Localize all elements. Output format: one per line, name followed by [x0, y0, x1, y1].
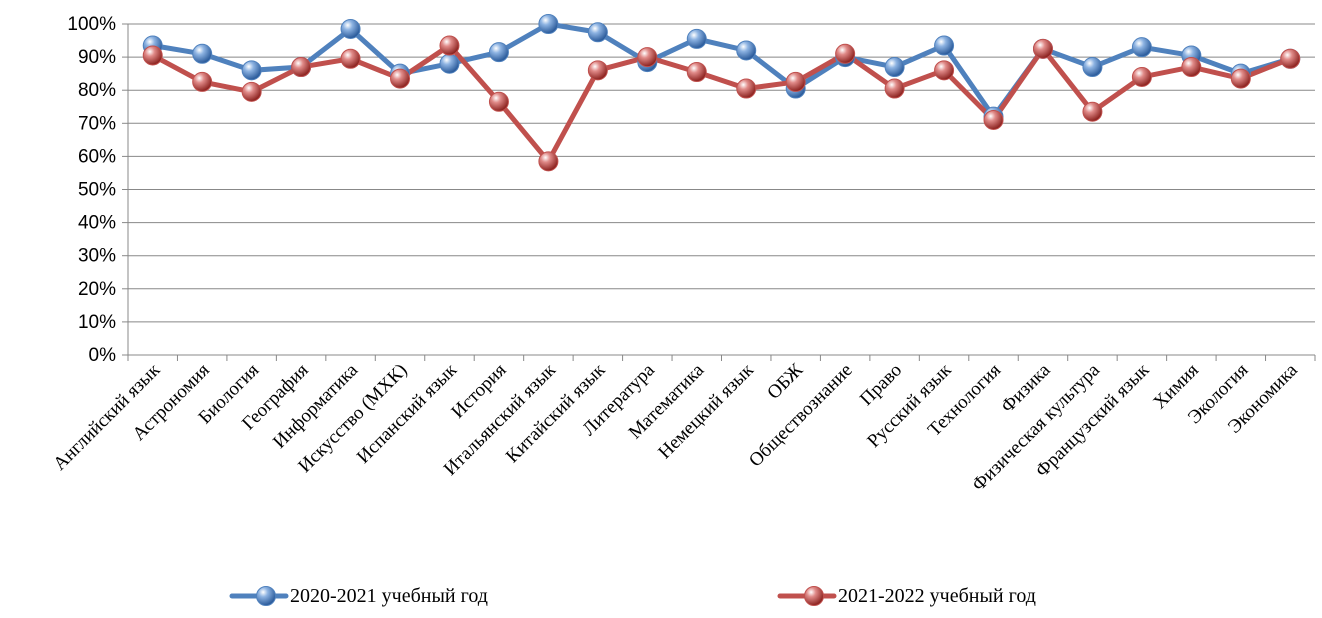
- series-line: [150, 21, 1293, 120]
- y-axis-tick-label: 50%: [78, 180, 116, 201]
- data-point-marker: [587, 60, 608, 81]
- data-point-marker: [884, 78, 905, 99]
- axes: [122, 23, 1316, 361]
- data-point-marker: [835, 43, 856, 64]
- legend-label: 2021-2022 учебный год: [838, 585, 1036, 607]
- x-axis-tick-label: ОБЖ: [763, 359, 808, 404]
- y-axis-tick-label: 60%: [78, 146, 116, 167]
- y-axis-tick-label: 20%: [78, 279, 116, 300]
- data-point-marker: [686, 28, 707, 49]
- legend-marker-swatch: [256, 586, 276, 606]
- data-point-marker: [637, 47, 658, 68]
- y-axis-tick-label: 10%: [78, 312, 116, 333]
- data-point-marker: [439, 35, 460, 56]
- legend-marker-swatch: [804, 586, 824, 606]
- data-point-marker: [241, 60, 262, 81]
- y-axis-tick-label: 30%: [78, 246, 116, 267]
- y-axis-tick-label: 90%: [78, 47, 116, 68]
- legend-label: 2020-2021 учебный год: [290, 585, 488, 607]
- data-point-marker: [736, 40, 757, 61]
- data-point-marker: [1082, 101, 1103, 122]
- data-point-marker: [192, 71, 213, 92]
- data-point-marker: [142, 45, 163, 66]
- data-point-marker: [587, 22, 608, 43]
- data-point-marker: [538, 14, 559, 34]
- data-point-marker: [983, 109, 1004, 130]
- data-point-marker: [241, 81, 262, 102]
- gridlines: [128, 23, 1315, 323]
- y-axis-tick-label: 80%: [78, 80, 116, 101]
- y-axis-tick-label: 70%: [78, 113, 116, 134]
- data-point-marker: [1082, 57, 1103, 78]
- data-point-marker: [1181, 57, 1202, 78]
- data-point-marker: [390, 68, 411, 89]
- data-point-marker: [736, 78, 757, 99]
- x-axis-tick-labels: Английский языкАстрономияБиологияГеограф…: [49, 359, 1302, 496]
- series-lines: [142, 14, 1301, 172]
- data-point-marker: [340, 18, 361, 39]
- data-point-marker: [1131, 37, 1152, 58]
- data-point-marker: [686, 61, 707, 82]
- data-point-marker: [538, 151, 559, 172]
- data-point-marker: [439, 53, 460, 74]
- series-line: [150, 43, 1293, 164]
- y-axis-tick-label: 100%: [67, 14, 116, 35]
- data-point-marker: [934, 35, 955, 56]
- data-point-marker: [1032, 38, 1053, 59]
- legend: 2020-2021 учебный год 2021-2022 учебный г…: [229, 585, 1036, 607]
- data-point-marker: [934, 60, 955, 81]
- data-point-marker: [1230, 68, 1251, 89]
- y-axis-tick-label: 0%: [89, 345, 117, 366]
- data-point-marker: [488, 42, 509, 63]
- data-point-marker: [291, 57, 312, 78]
- data-point-marker: [785, 71, 806, 92]
- y-axis-tick-label: 40%: [78, 213, 116, 234]
- data-point-marker: [488, 91, 509, 112]
- data-point-marker: [1131, 66, 1152, 87]
- data-point-marker: [1280, 48, 1301, 69]
- data-point-marker: [192, 43, 213, 64]
- y-axis-tick-labels: 0% 10% 20% 30% 40% 50% 60% 70% 80% 90% 100%: [67, 14, 116, 366]
- data-point-marker: [884, 57, 905, 78]
- data-point-marker: [340, 48, 361, 69]
